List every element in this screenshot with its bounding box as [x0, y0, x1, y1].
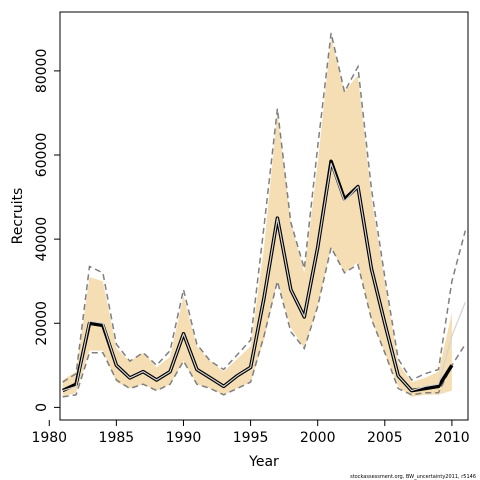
x-tick-label-2005: 2005 [367, 430, 403, 446]
x-tick-label-2000: 2000 [300, 430, 336, 446]
series-lines-layer [61, 32, 467, 398]
upper-bound-line [62, 32, 467, 383]
plot-frame [59, 11, 469, 421]
lower-bound-line [62, 245, 466, 398]
footnote: stockassessment.org, BW_uncertainty2011,… [350, 474, 476, 480]
x-tick-label-1990: 1990 [166, 430, 202, 446]
confidence-band-layer [62, 37, 452, 397]
x-axis-title: Year [248, 454, 279, 470]
estimate-line [62, 162, 466, 392]
y-tick-label-0: 0 [34, 403, 50, 412]
x-tick-label-2010: 2010 [434, 430, 470, 446]
x-tick-label-1980: 1980 [31, 430, 67, 446]
x-tick-label-1985: 1985 [99, 430, 135, 446]
x-tick-label-1995: 1995 [233, 430, 269, 446]
y-tick-label-20000: 20000 [34, 301, 50, 346]
y-tick-label-40000: 40000 [34, 217, 50, 262]
y-tick-label-60000: 60000 [34, 133, 50, 178]
confidence-band [62, 37, 452, 397]
y-axis: 0 20000 40000 60000 80000 [34, 49, 60, 412]
y-tick-label-80000: 80000 [34, 49, 50, 94]
y-axis-title: Recruits [10, 188, 26, 245]
x-axis: 1980 1985 1990 1995 2000 2005 2010 [31, 420, 470, 446]
